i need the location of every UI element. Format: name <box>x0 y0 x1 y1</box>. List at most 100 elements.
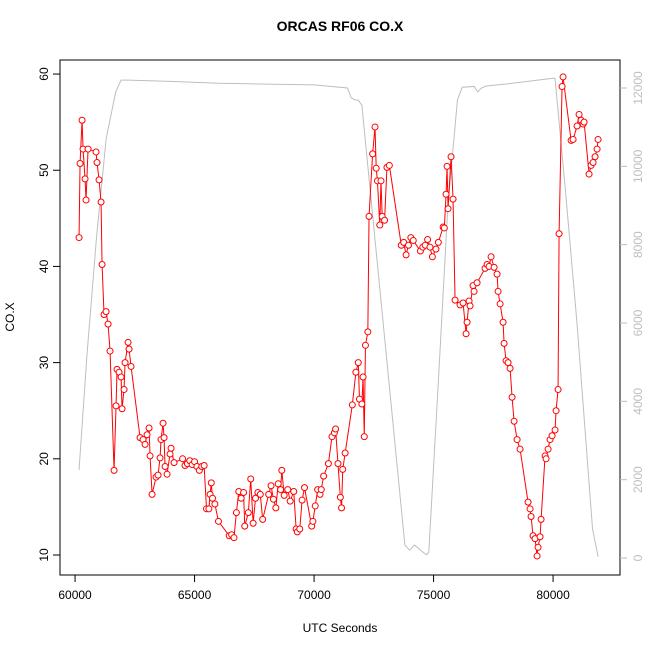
data-point <box>432 245 440 253</box>
data-point <box>493 270 501 278</box>
data-point <box>463 318 471 326</box>
data-point <box>166 450 174 458</box>
data-point <box>146 452 154 460</box>
y-axis-label: CO.X <box>3 302 17 331</box>
data-point <box>252 494 260 502</box>
data-point <box>338 504 346 512</box>
data-point <box>354 359 362 367</box>
data-point <box>120 386 128 394</box>
data-point <box>462 330 470 338</box>
y-tick-label: 50 <box>37 163 51 177</box>
data-point <box>267 482 275 490</box>
data-point <box>447 153 455 161</box>
data-point <box>272 504 280 512</box>
x-tick-label: 60000 <box>58 588 92 602</box>
data-point <box>569 135 577 143</box>
data-point <box>575 110 583 118</box>
data-point <box>274 480 282 488</box>
data-point <box>208 494 216 502</box>
data-point <box>434 238 442 246</box>
data-point <box>526 505 534 513</box>
data-point <box>118 405 126 413</box>
data-point <box>286 497 294 505</box>
data-point <box>442 190 450 198</box>
data-point <box>552 407 560 415</box>
data-point <box>211 500 219 508</box>
data-point <box>207 479 215 487</box>
data-point <box>594 135 602 143</box>
data-point <box>141 440 149 448</box>
data-point <box>524 498 532 506</box>
data-point <box>449 195 457 203</box>
x-tick-label: 65000 <box>178 588 212 602</box>
data-point <box>117 373 125 381</box>
data-point <box>352 368 360 376</box>
data-point <box>84 145 92 153</box>
data-point <box>548 432 556 440</box>
data-point <box>473 279 481 287</box>
data-point <box>372 164 380 172</box>
data-point <box>97 198 105 206</box>
data-point <box>444 205 452 213</box>
data-point <box>102 308 110 316</box>
data-point <box>376 221 384 229</box>
data-point <box>284 486 292 494</box>
data-point <box>317 486 325 494</box>
y-tick-label: 30 <box>37 356 51 370</box>
data-point <box>154 471 162 479</box>
data-point <box>159 419 167 427</box>
data-point <box>332 425 340 433</box>
data-point <box>277 486 285 494</box>
data-point <box>508 393 516 401</box>
data-point <box>443 162 451 170</box>
data-point <box>82 196 90 204</box>
data-point <box>145 424 153 432</box>
data-point <box>92 148 100 156</box>
data-point <box>527 513 535 521</box>
data-point <box>496 300 504 308</box>
y2-tick-label: 0 <box>631 554 645 561</box>
data-point <box>348 401 356 409</box>
data-point <box>93 159 101 167</box>
data-point <box>470 287 478 295</box>
data-point <box>179 455 187 463</box>
data-point <box>466 302 474 310</box>
data-point <box>278 466 286 474</box>
data-point <box>513 436 521 444</box>
data-point <box>360 433 368 441</box>
data-point <box>459 299 467 307</box>
data-point <box>510 417 518 425</box>
data-point <box>585 170 593 178</box>
data-point <box>364 328 372 336</box>
data-point <box>487 253 495 261</box>
data-point <box>76 160 84 168</box>
data-point <box>214 517 222 525</box>
data-point <box>232 509 240 517</box>
data-point <box>112 402 120 410</box>
data-point <box>124 338 132 346</box>
data-point <box>542 455 550 463</box>
data-point <box>259 515 267 523</box>
data-point <box>365 212 373 220</box>
data-point <box>424 235 432 243</box>
data-point <box>256 490 264 498</box>
y-tick-label: 60 <box>37 67 51 81</box>
data-point <box>573 122 581 130</box>
data-point <box>494 287 502 295</box>
data-point <box>106 347 114 355</box>
x-tick-label: 75000 <box>417 588 451 602</box>
y-tick-label: 20 <box>37 452 51 466</box>
data-point <box>377 177 385 185</box>
data-point <box>404 241 412 249</box>
data-point <box>265 490 273 498</box>
data-point <box>240 488 248 496</box>
x-tick-label: 70000 <box>297 588 331 602</box>
data-point <box>81 175 89 183</box>
data-point <box>358 400 366 408</box>
y2-tick-label: 6000 <box>631 309 645 336</box>
data-point <box>156 454 164 462</box>
data-point <box>309 517 317 525</box>
data-point <box>247 475 255 483</box>
data-point <box>170 459 178 467</box>
data-point <box>301 484 309 492</box>
